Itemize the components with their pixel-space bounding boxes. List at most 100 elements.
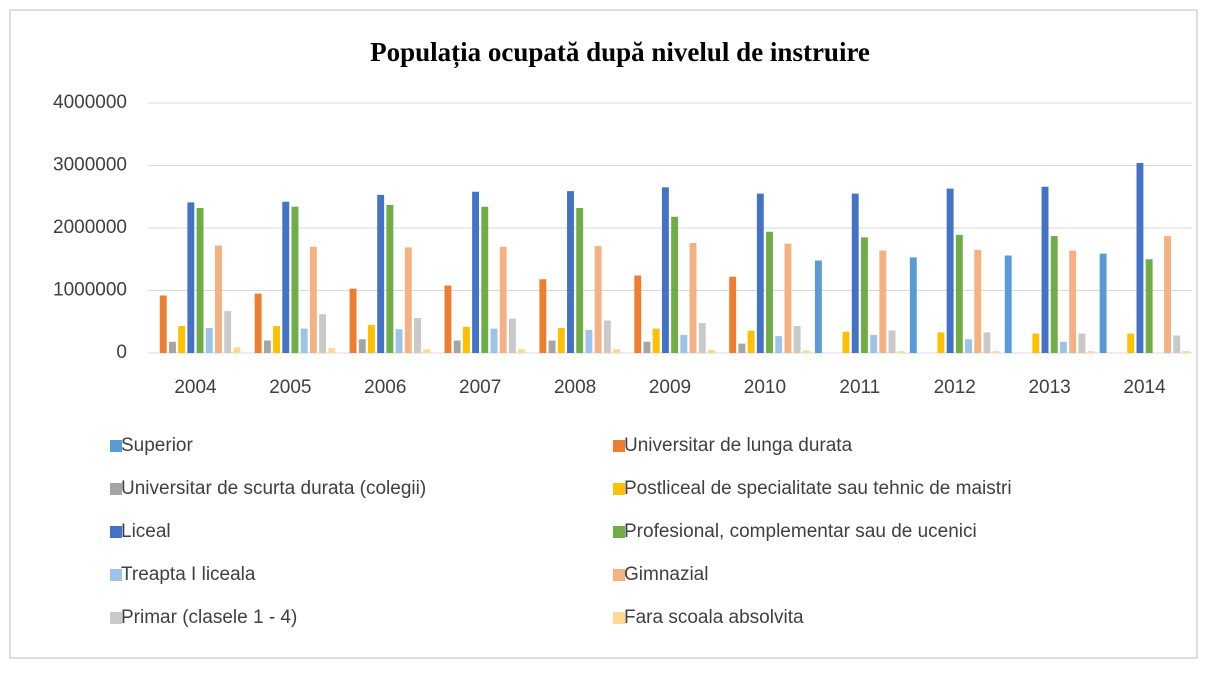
bar [1173,335,1181,353]
bar [937,332,945,353]
bar [671,216,679,353]
bar [689,243,697,353]
legend-label: Postliceal de specialitate sau tehnic de… [624,478,1012,499]
legend-label: Primar (clasele 1 - 4) [121,607,297,628]
x-tick-label: 2008 [554,377,596,398]
bar [1087,351,1095,353]
bar [291,206,299,353]
legend-swatch [613,569,625,581]
bar [585,329,593,353]
bar [766,231,773,353]
bar [263,340,271,353]
legend-label: Universitar de lunga durata [624,435,853,456]
bar [680,334,688,353]
y-tick-label: 3000000 [53,155,127,176]
bar [404,247,412,353]
bar [1078,333,1086,353]
bar [499,246,507,353]
legend-swatch [613,612,625,624]
bar [282,201,290,353]
y-tick-label: 2000000 [53,217,127,238]
bar [518,349,526,353]
x-tick-label: 2006 [364,377,406,398]
legend-label: Profesional, complementar sau de ucenici [624,521,977,542]
bar [613,349,620,353]
x-tick-label: 2014 [1123,377,1166,398]
bar [309,246,317,353]
bar [368,324,375,353]
bar [643,341,651,353]
bar [300,328,308,353]
bar [567,191,574,353]
bar [395,329,403,353]
bar [196,208,204,353]
legend-label: Fara scoala absolvita [624,607,804,628]
bar [273,326,281,353]
bar [481,206,489,353]
bar [897,351,905,353]
bar [233,347,241,353]
x-tick-label: 2010 [744,377,786,398]
bar [328,348,336,353]
bar [423,349,431,353]
legend-swatch [110,569,122,581]
bar [1099,253,1107,353]
bar [784,243,792,353]
bar [946,188,954,353]
bar [965,339,972,353]
legend-label: Universitar de scurta durata (colegii) [121,478,426,499]
bar [1050,236,1058,353]
bar [1127,333,1135,353]
x-tick-label: 2005 [269,377,311,398]
bar [909,257,917,353]
y-tick-label: 4000000 [53,92,127,113]
bar [879,250,887,353]
x-tick-label: 2004 [174,377,217,398]
bar [1136,163,1144,353]
bar [634,275,642,353]
legend-label: Liceal [121,521,171,542]
bar [756,193,764,353]
bar [1164,236,1172,353]
bar [738,343,746,353]
bar [1032,333,1040,353]
legend-swatch [613,526,625,538]
bar [168,341,176,353]
legend-swatch [110,612,122,624]
bar [490,328,498,353]
bar [414,318,421,353]
bar [661,187,669,353]
legend-swatch [613,440,625,452]
bar [793,326,801,353]
legend-label: Gimnazial [624,564,708,585]
bar [159,295,167,353]
x-tick-label: 2012 [934,377,976,398]
bar [1004,255,1012,353]
y-tick-label: 0 [116,342,127,363]
bar [508,318,516,353]
bar [178,326,186,353]
bar [205,328,213,353]
bar [224,311,232,353]
bar [472,191,480,353]
bar [386,204,394,353]
bar [747,330,755,353]
x-tick-label: 2011 [839,377,880,398]
bar [775,336,783,353]
x-tick-label: 2007 [459,377,501,398]
chart-title: Populația ocupată după nivelul de instru… [370,37,870,68]
bar [802,350,810,353]
bar [729,276,737,353]
x-tick-label: 2009 [649,377,691,398]
bar [1069,250,1077,353]
x-tick-label: 2013 [1028,377,1070,398]
bar [444,285,452,353]
bar [860,237,868,353]
legend-label: Treapta I liceala [121,564,256,585]
bar [814,260,822,353]
bar [453,340,461,353]
bar [1041,186,1049,353]
bar [215,245,222,353]
bar [983,332,991,353]
